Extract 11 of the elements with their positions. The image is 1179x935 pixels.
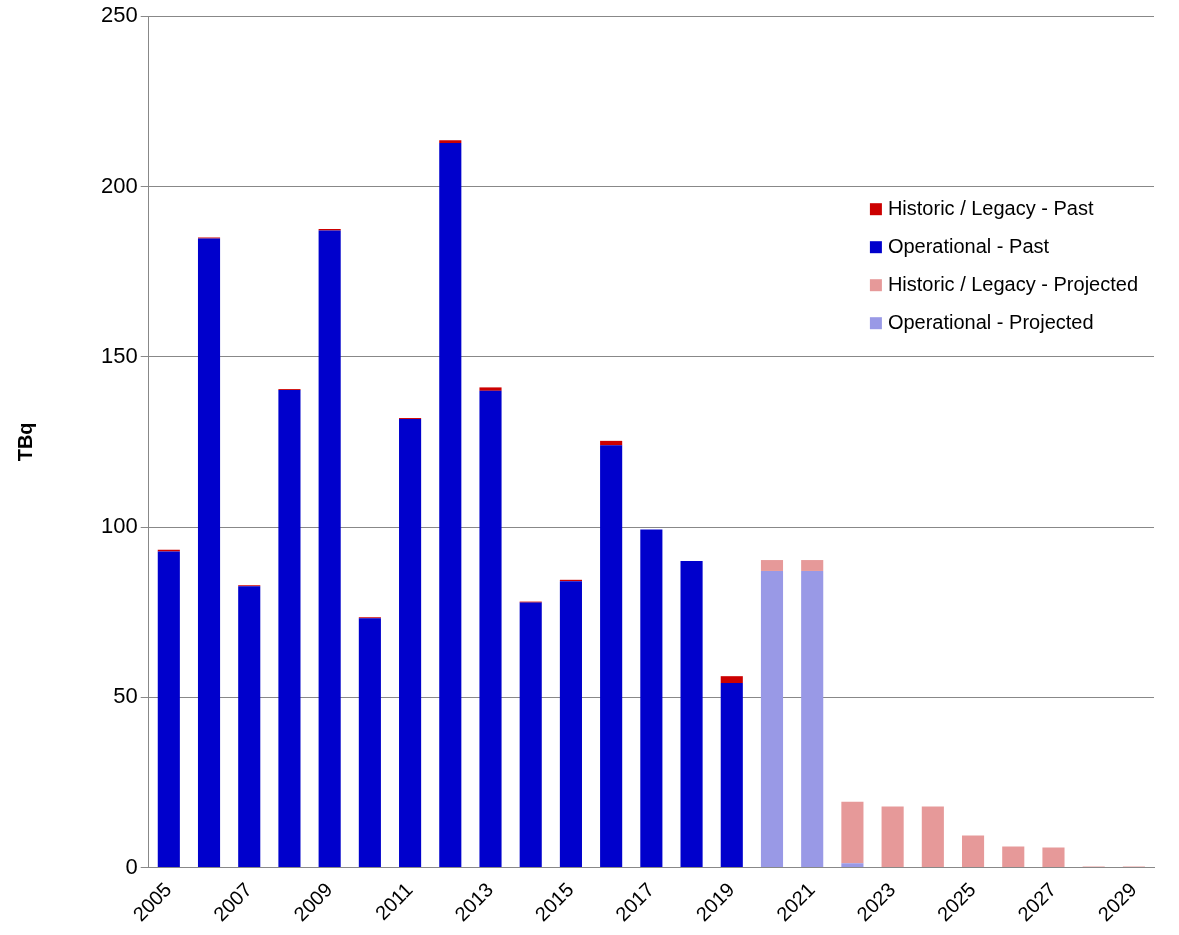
y-tick-label: 200 [100,172,138,198]
y-tick-label: 150 [100,342,138,368]
y-tick-label: 250 [100,2,138,28]
y-tick-label: 100 [100,513,138,539]
legend-label: Historic / Legacy - Past [887,196,1094,219]
legend-label: Historic / Legacy - Projected [887,272,1139,295]
y-tick-label: 50 [113,683,138,709]
y-axis-title: TBq [13,422,36,462]
legend-label: Operational - Projected [887,310,1094,333]
y-tick-label: 0 [125,853,138,879]
legend-label: Operational - Past [887,234,1050,257]
